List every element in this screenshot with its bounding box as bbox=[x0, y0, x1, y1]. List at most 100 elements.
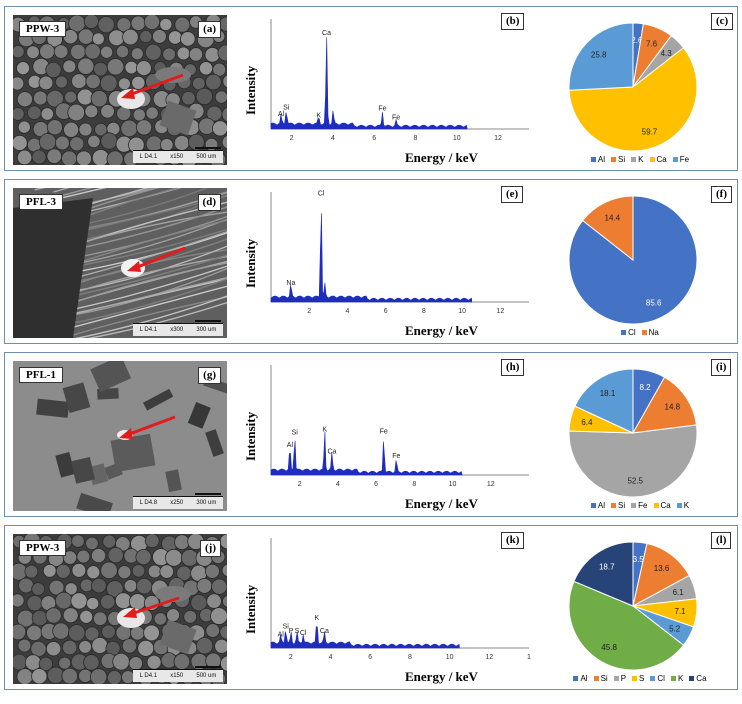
legend-label: Al bbox=[597, 155, 606, 164]
eds-spectrum-k: Intensity (k) Al Si P S Cl K Ca 2 4 6 8 10 12 1 Energ… bbox=[237, 526, 537, 689]
legend-label: Si bbox=[618, 501, 626, 510]
legend-item-k: K bbox=[631, 155, 644, 164]
legend-label: S bbox=[639, 674, 645, 683]
legend-swatch bbox=[641, 330, 647, 336]
legend-label: Na bbox=[648, 328, 659, 337]
peak-label: Al bbox=[287, 442, 294, 449]
sem-scale-length: 500 um bbox=[196, 673, 217, 679]
spectrum-area bbox=[270, 37, 468, 130]
legend-item-al: Al bbox=[590, 155, 606, 164]
pie-legend: Cl Na bbox=[545, 328, 735, 337]
x-tick-label: 4 bbox=[336, 481, 340, 488]
spectrum-area bbox=[270, 213, 472, 303]
x-tick-label: 4 bbox=[345, 308, 349, 315]
legend-item-al: Al bbox=[573, 674, 588, 683]
peak-label: K bbox=[315, 615, 320, 622]
sample-label: PPW-3 bbox=[19, 21, 67, 37]
pie-value-label: 52.5 bbox=[627, 476, 643, 485]
legend-item-fe: Fe bbox=[672, 155, 689, 164]
legend-label: K bbox=[677, 674, 684, 683]
panel-letter: (d) bbox=[197, 194, 221, 211]
x-tick-label: 10 bbox=[446, 654, 454, 661]
sem-scale-mag: x150 bbox=[170, 673, 184, 679]
legend-item-si: Si bbox=[593, 674, 608, 683]
legend-label: Al bbox=[597, 501, 606, 510]
panel-letter: (i) bbox=[711, 359, 732, 376]
pie-plot: 2.6 7.64.3 59.7 25.8 bbox=[568, 22, 698, 152]
sem-scale-mag: x250 bbox=[170, 500, 184, 506]
legend-swatch bbox=[670, 676, 676, 682]
panel-letter: (l) bbox=[711, 532, 732, 549]
sem-scale-length: 500 um bbox=[196, 154, 217, 160]
sem-texture bbox=[13, 188, 227, 338]
pie-chart-i: (i) 8.2 14.8 52.5 6.4 18.1 Al Si Fe Ca K bbox=[545, 353, 735, 516]
pie-slice-fe bbox=[568, 424, 698, 498]
x-tick-label: 10 bbox=[458, 308, 466, 315]
pie-value-label: 7.6 bbox=[646, 39, 658, 48]
x-tick-label: 10 bbox=[449, 481, 457, 488]
pie-value-label: 2.6 bbox=[631, 36, 643, 45]
peak-label: Na bbox=[286, 280, 295, 287]
red-arrow-icon bbox=[119, 415, 176, 439]
sample-label: PFL-1 bbox=[19, 367, 63, 383]
x-tick-label: 8 bbox=[412, 481, 416, 488]
legend-swatch bbox=[631, 503, 637, 509]
legend-item-si: Si bbox=[611, 155, 625, 164]
peak-label: Al bbox=[278, 631, 285, 638]
legend-item-p: P bbox=[613, 674, 627, 683]
figure-row-2: PFL-3 (d) L D4.1 x300 300 um Intensity (… bbox=[4, 179, 738, 344]
legend-item-fe: Fe bbox=[631, 501, 648, 510]
x-axis-label: Energy / keV bbox=[405, 323, 478, 338]
legend-item-si: Si bbox=[611, 501, 625, 510]
panel-letter: (b) bbox=[501, 13, 525, 30]
x-tick-label: 4 bbox=[331, 135, 335, 142]
legend-swatch bbox=[649, 157, 655, 163]
spectrum-area bbox=[270, 431, 463, 476]
eds-plot: Na Cl 2 4 6 8 10 12 bbox=[270, 191, 529, 315]
peak-label: Fe bbox=[378, 106, 386, 113]
sem-scale-bar: L D4.8 x250 300 um bbox=[133, 493, 223, 509]
pie-value-label: 14.8 bbox=[665, 403, 681, 412]
sem-image-d: PFL-3 (d) L D4.1 x300 300 um bbox=[13, 188, 227, 338]
legend-label: Si bbox=[618, 155, 626, 164]
legend-label: P bbox=[620, 674, 627, 683]
sem-scale-mag: x150 bbox=[170, 154, 184, 160]
x-tick-label: 6 bbox=[368, 654, 372, 661]
legend-item-cl: Cl bbox=[650, 674, 665, 683]
pie-value-label: 18.7 bbox=[599, 563, 615, 572]
pie-value-label: 13.6 bbox=[654, 564, 670, 573]
legend-label: Cl bbox=[628, 328, 636, 337]
sem-texture bbox=[13, 534, 227, 684]
panel-letter: (k) bbox=[501, 532, 525, 549]
panel-letter: (e) bbox=[501, 186, 524, 203]
x-tick-label: 6 bbox=[384, 308, 388, 315]
eds-plot: Al Si K Ca Fe Fe 2 4 6 8 10 12 bbox=[270, 365, 529, 488]
red-arrow-icon bbox=[123, 596, 180, 618]
legend-swatch bbox=[632, 676, 638, 682]
legend-label: Ca bbox=[660, 501, 671, 510]
x-tick-label: 2 bbox=[289, 654, 293, 661]
legend-swatch bbox=[621, 330, 627, 336]
peak-label: Cl bbox=[318, 191, 325, 198]
sem-image-g: PFL-1 (g) L D4.8 x250 300 um bbox=[13, 361, 227, 511]
x-tick-label: 6 bbox=[374, 481, 378, 488]
x-tick-label: 2 bbox=[298, 481, 302, 488]
legend-swatch bbox=[676, 503, 682, 509]
pie-chart-f: (f) 85.6 14.4 Cl Na bbox=[545, 180, 735, 343]
eds-spectrum-b: Intensity (b) Al Si K Ca Fe Fe 2 4 6 8 10 12 Energy… bbox=[237, 7, 537, 170]
legend-swatch bbox=[590, 157, 596, 163]
sem-scale-detector: L D4.1 bbox=[139, 154, 158, 160]
panel-letter: (g) bbox=[198, 367, 221, 384]
peak-label: Cl bbox=[300, 630, 307, 637]
pie-slice-si bbox=[632, 542, 690, 607]
peak-label: Si bbox=[283, 624, 290, 631]
peak-label: Si bbox=[292, 430, 299, 437]
legend-label: Al bbox=[580, 674, 588, 683]
legend-item-na: Na bbox=[641, 328, 659, 337]
peak-label: Ca bbox=[320, 628, 329, 635]
x-tick-label: 1 bbox=[527, 654, 531, 661]
pie-plot: 3.5 13.6 6.1 7.1 5.2 45.8 18.7 bbox=[568, 541, 698, 671]
peak-label: P bbox=[289, 628, 294, 635]
legend-item-ca: Ca bbox=[649, 155, 667, 164]
